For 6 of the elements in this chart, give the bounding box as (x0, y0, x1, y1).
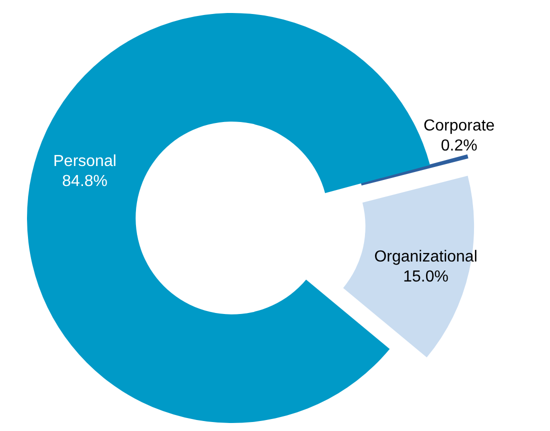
data-label: 84.8% (62, 172, 108, 190)
slice-label: Personal (53, 152, 116, 170)
data-label: 0.2% (440, 138, 478, 155)
slice-label: Organizational (374, 248, 478, 266)
data-label: 15.0% (403, 268, 448, 286)
slice-label: Corporate (424, 118, 495, 135)
